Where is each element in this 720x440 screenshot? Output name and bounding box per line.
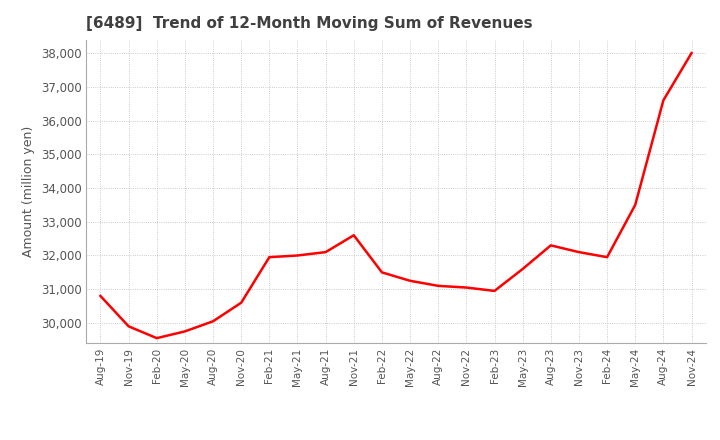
Y-axis label: Amount (million yen): Amount (million yen) [22, 126, 35, 257]
Text: [6489]  Trend of 12-Month Moving Sum of Revenues: [6489] Trend of 12-Month Moving Sum of R… [86, 16, 533, 32]
